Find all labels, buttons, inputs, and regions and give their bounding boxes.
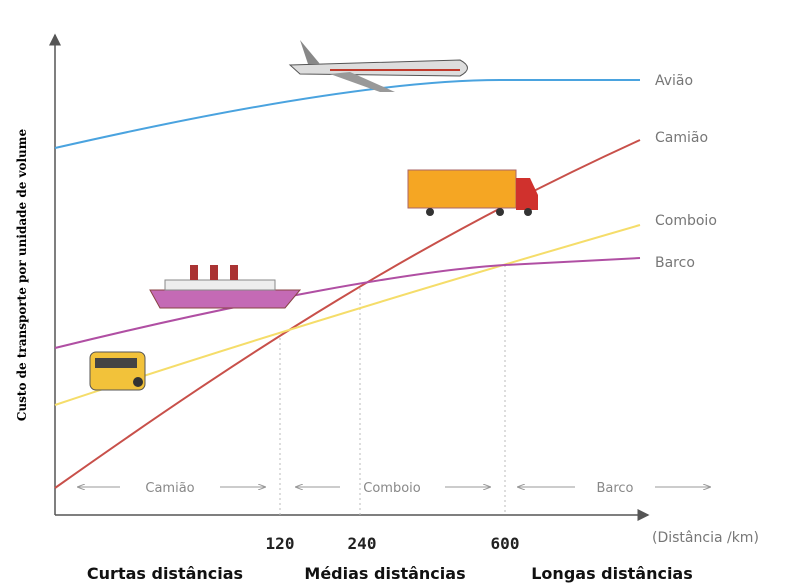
ship-icon [149,265,302,309]
y-axis-label: Custo de transporte por unidade de volum… [15,129,29,422]
curve-camiao [54,139,641,489]
zone-label: Curtas distâncias [87,564,243,583]
range-label: Barco [596,481,633,496]
train-icon [89,351,146,391]
dividers [279,265,506,515]
x-axis-label: (Distância /km) [652,530,759,546]
truck-icon [407,169,538,216]
range-label: Comboio [363,481,421,496]
series-label: Comboio [655,213,717,229]
zone-label: Longas distâncias [531,564,693,583]
series-label: Avião [655,73,693,89]
curve-barco [54,257,641,349]
series-label: Barco [655,255,695,271]
zone-label: Médias distâncias [304,564,465,583]
curve-aviao [54,79,640,149]
plane-icon [288,40,468,92]
range-label: Camião [145,481,194,496]
x-mark: 120 [266,534,295,553]
x-mark: 240 [348,534,377,553]
x-mark: 600 [491,534,520,553]
series-label: Camião [655,130,708,146]
